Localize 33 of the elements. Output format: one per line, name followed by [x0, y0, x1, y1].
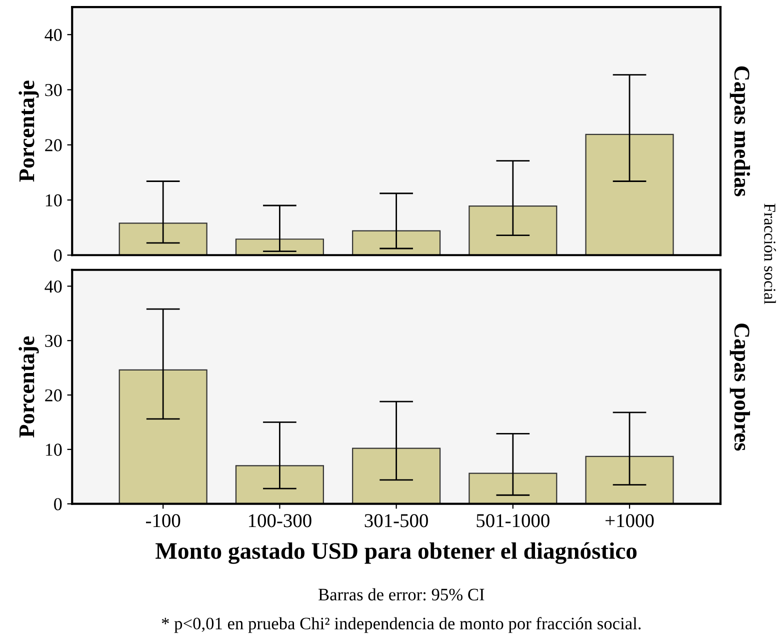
bar — [352, 448, 441, 504]
y-axis-title: Porcentaje — [18, 336, 39, 438]
bar — [118, 369, 208, 504]
bar — [468, 206, 558, 256]
y-tick-label: 30 — [45, 334, 62, 348]
y-axis-title: Porcentaje — [18, 80, 39, 182]
y-tick-label: 0 — [54, 498, 62, 510]
bar — [235, 238, 324, 256]
text: Capas medias — [730, 66, 750, 196]
bar — [468, 472, 558, 504]
y-tick-label: 40 — [44, 28, 62, 42]
y-tick-label: 10 — [46, 194, 62, 206]
bar — [235, 465, 324, 504]
text: * p<0,01 en prueba Chi² independencia de monto por fracción social. — [162, 617, 641, 633]
bar — [118, 222, 208, 256]
text: Capas pobres — [730, 324, 750, 451]
x-tick-label: 301-500 — [364, 514, 428, 528]
x-axis-title: Monto gastado USD para obtener el diagnóstico — [156, 542, 637, 564]
y-tick-label: 20 — [45, 389, 62, 402]
x-tick-label: -100 — [146, 514, 180, 528]
x-tick-label: +1000 — [606, 514, 654, 528]
text: Fracción social — [764, 204, 776, 304]
text: Barras de error: 95% CI — [318, 588, 484, 601]
y-tick-label: 20 — [45, 139, 62, 152]
y-tick-label: 30 — [45, 84, 62, 96]
x-tick-label: 100-300 — [249, 514, 312, 528]
bar — [585, 134, 674, 256]
y-tick-label: 40 — [44, 280, 62, 293]
x-tick-label: 501-1000 — [476, 514, 550, 528]
bar — [352, 230, 441, 256]
y-tick-label: 10 — [46, 444, 62, 456]
y-tick-label: 0 — [54, 249, 62, 262]
bar — [585, 456, 674, 504]
